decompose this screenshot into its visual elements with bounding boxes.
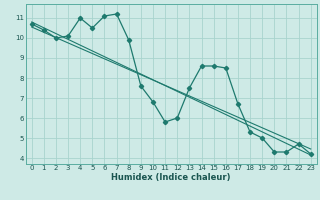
X-axis label: Humidex (Indice chaleur): Humidex (Indice chaleur) bbox=[111, 173, 231, 182]
